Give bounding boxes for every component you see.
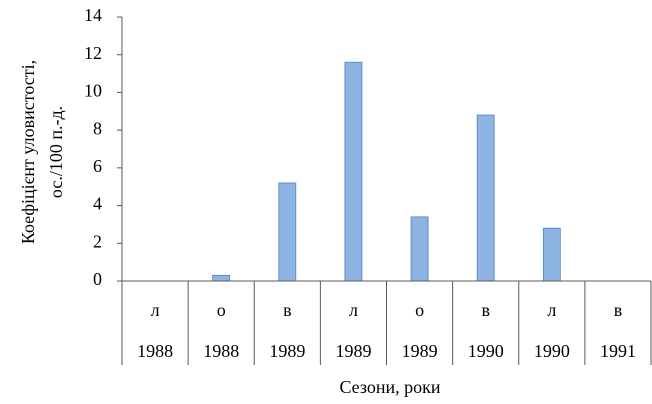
y-axis-title-line: ос./100 п.-д. [46,106,66,198]
y-tick-label: 6 [93,156,102,176]
y-tick-label: 8 [93,118,102,138]
y-tick-label: 12 [84,43,102,63]
bar [212,274,231,282]
x-tick-year-label: 1989 [335,341,371,361]
bar [410,216,429,282]
x-tick-label: л [151,300,160,320]
bar [542,227,561,282]
x-tick-label: л [547,300,556,320]
x-tick-year-label: 1988 [137,341,173,361]
x-tick-label: в [481,300,490,320]
x-tick-label: в [283,300,292,320]
bar [344,61,363,282]
x-tick-year-label: 1989 [269,341,305,361]
x-tick-label: о [415,300,424,320]
bar [278,182,297,282]
y-tick-label: 0 [93,269,102,289]
x-tick-year-label: 1988 [203,341,239,361]
y-tick-label: 10 [84,81,102,101]
x-tick-year-label: 1990 [468,341,504,361]
x-tick-label: в [614,300,623,320]
y-tick-label: 14 [84,5,102,25]
x-tick-year-label: 1991 [600,341,636,361]
x-tick-label: л [349,300,358,320]
x-tick-label: о [217,300,226,320]
y-tick-label: 2 [93,231,102,251]
x-axis-title: Сезони, роки [339,377,440,397]
y-axis-title: Коефіцієнт уловистості, ос./100 п.-д. [18,60,66,244]
x-tick-year-label: 1989 [402,341,438,361]
y-tick-label: 4 [93,194,102,214]
y-axis-title-line: Коефіцієнт уловистості, [18,60,38,244]
x-tick-year-label: 1990 [534,341,570,361]
bar [476,114,495,282]
